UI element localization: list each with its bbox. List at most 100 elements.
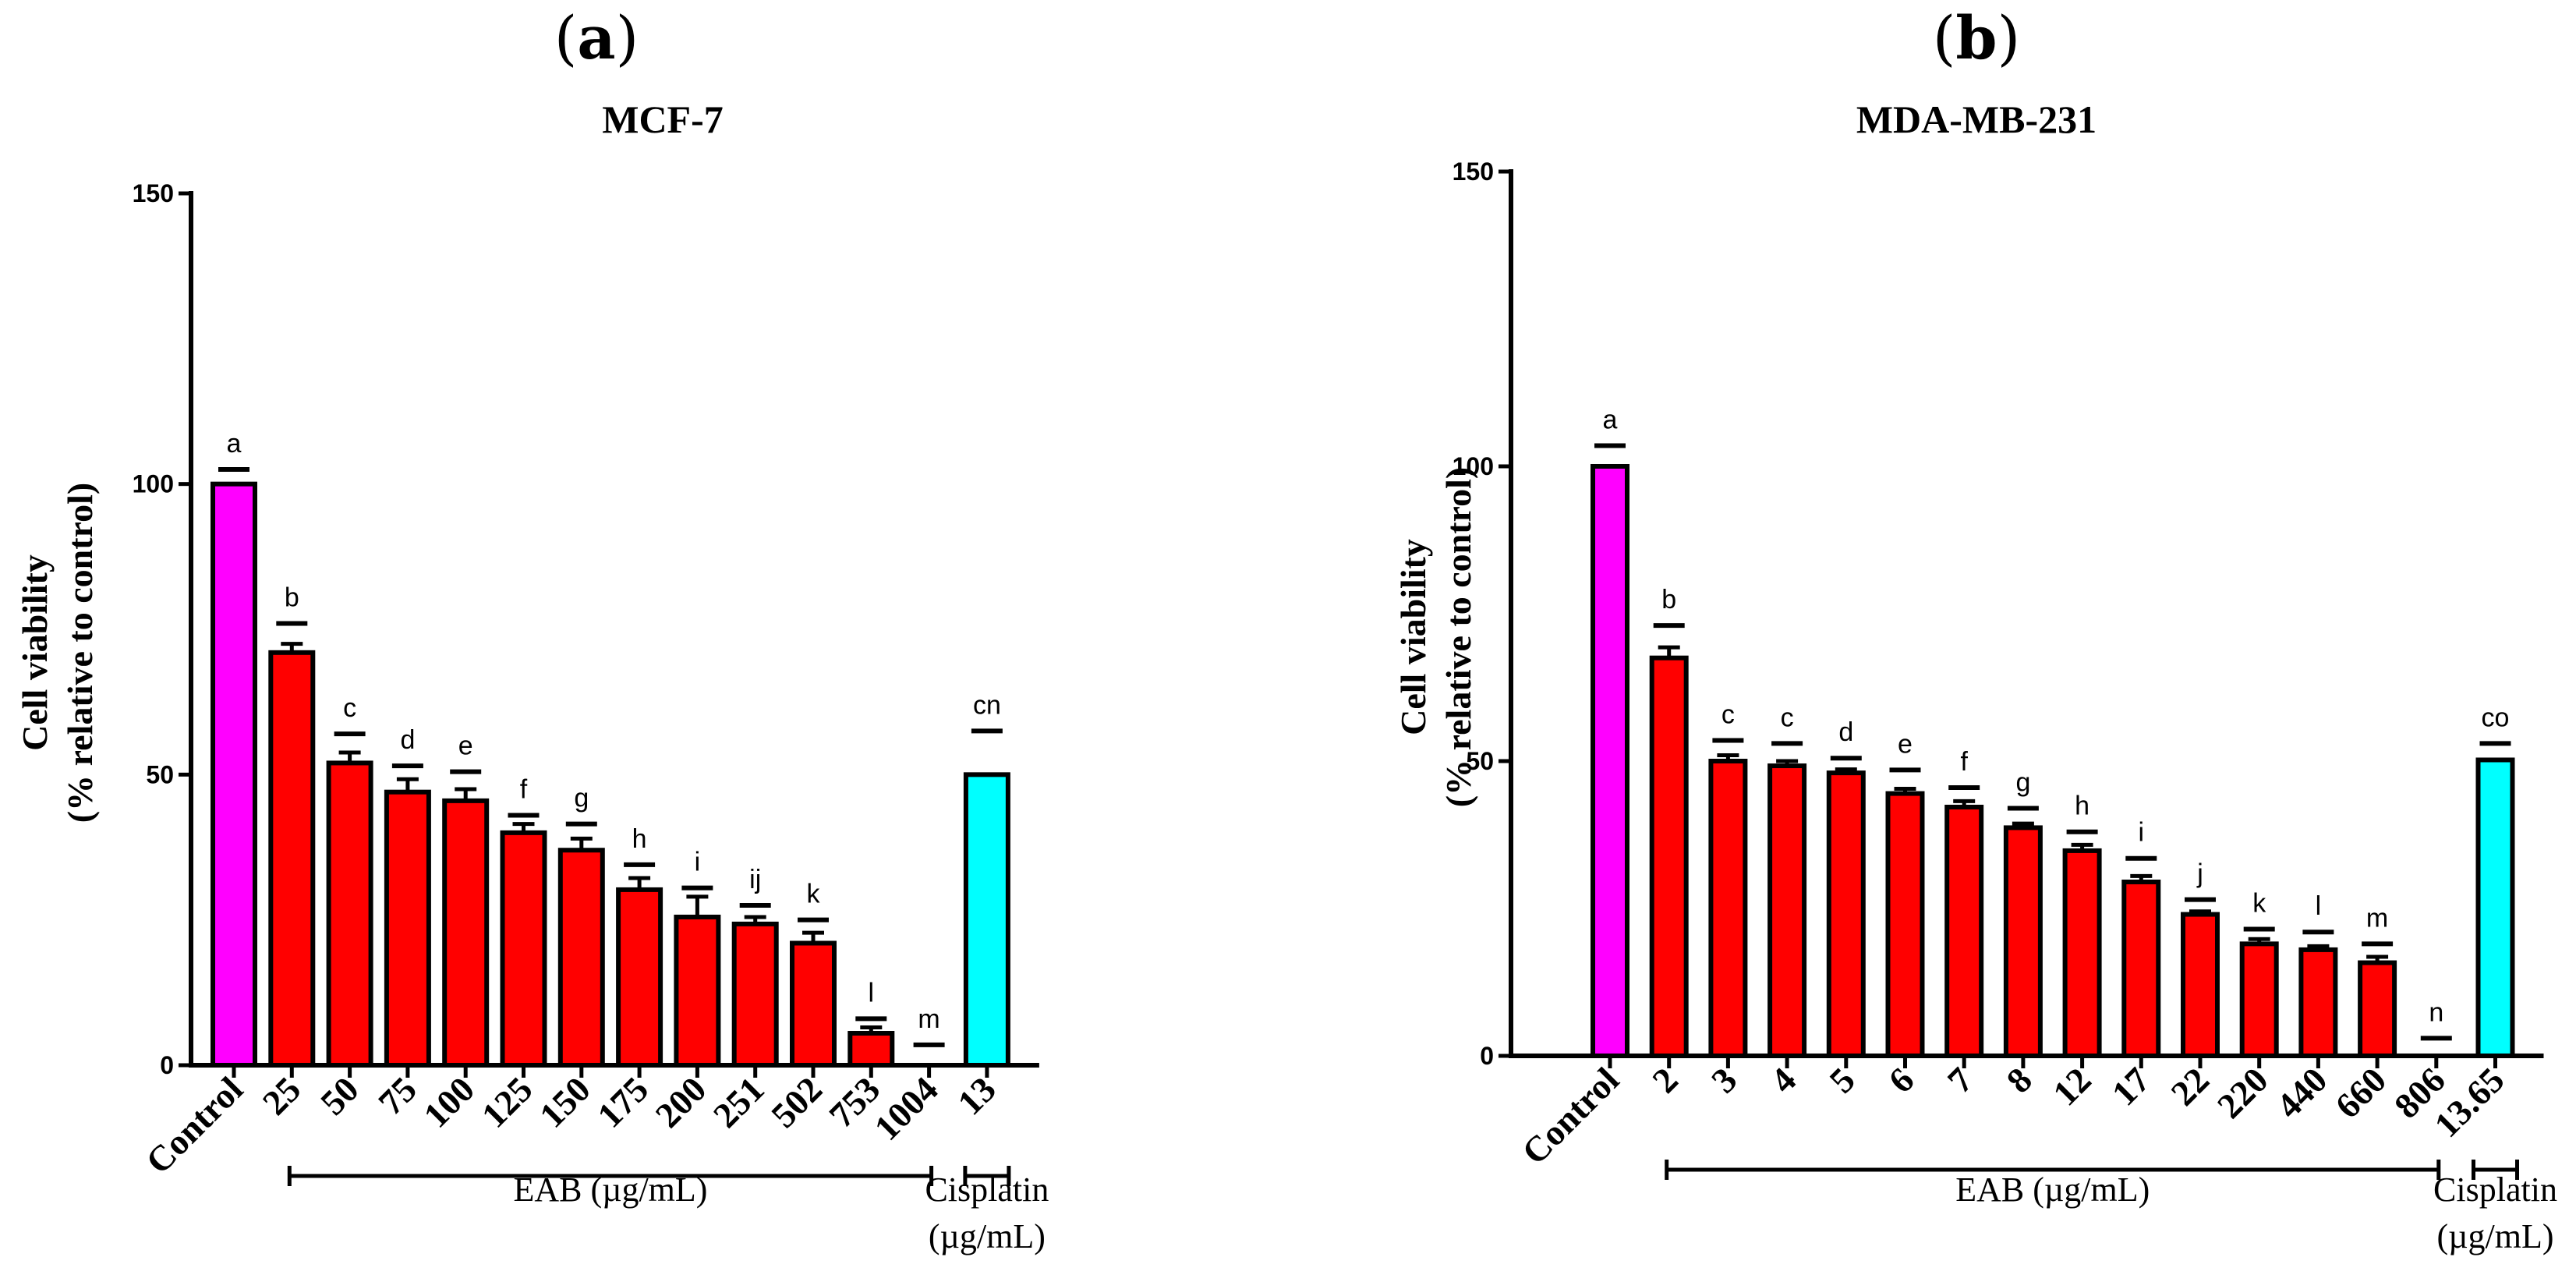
significance-letter: co (2482, 703, 2510, 732)
y-axis-label-line1: Cell viability (1393, 539, 1433, 735)
cisplatin-group-label-line1: Cisplatin (925, 1170, 1049, 1209)
significance-letter: a (227, 429, 242, 459)
significance-letter: ij (749, 865, 761, 894)
bar-eab (1885, 791, 1925, 1059)
bar-control (211, 481, 257, 1068)
x-tick-label: 5 (1822, 1060, 1863, 1100)
significance-letter: m (2366, 903, 2388, 933)
x-tick-label: Control (1514, 1060, 1626, 1172)
bar-eab (442, 798, 490, 1068)
chart-title: MCF-7 (602, 97, 724, 141)
x-tick-label: 25 (255, 1069, 309, 1123)
x-tick-label: 660 (2327, 1060, 2394, 1126)
bar-eab (1708, 759, 1748, 1058)
significance-letter: c (1721, 700, 1735, 730)
significance-letter: g (574, 784, 589, 813)
bar-control (1591, 464, 1629, 1058)
bar-eab (500, 830, 547, 1068)
x-tick-label: 13 (950, 1069, 1003, 1123)
y-tick-label: 50 (1466, 747, 1494, 775)
x-tick-label: 12 (2045, 1060, 2099, 1114)
x-tick-label: 50 (313, 1069, 366, 1123)
x-tick-label: 150 (532, 1069, 598, 1135)
bar-cisplatin (2475, 757, 2515, 1058)
significance-letter: k (807, 880, 821, 909)
x-tick-label: 220 (2210, 1060, 2276, 1126)
x-tick-label: 200 (648, 1069, 714, 1135)
significance-letter: g (2015, 767, 2030, 797)
x-tick-label: 2 (1644, 1060, 1685, 1100)
significance-letter: b (1661, 585, 1676, 614)
panel-paren-close: ) (1997, 3, 2021, 73)
x-tick-label: 13.65 (2426, 1060, 2511, 1145)
bar-eab (731, 921, 779, 1068)
bar-eab (1826, 770, 1866, 1058)
bar-eab (1767, 763, 1807, 1058)
x-tick-label: 100 (416, 1069, 482, 1135)
significance-letter: j (2196, 859, 2203, 889)
x-tick-label: 251 (706, 1069, 772, 1135)
x-tick-label: 8 (1999, 1060, 2040, 1100)
significance-letter: d (400, 725, 415, 755)
bar-eab (847, 1031, 895, 1068)
x-tick-label: Control (138, 1069, 250, 1181)
y-tick-label: 0 (1480, 1042, 1494, 1070)
panel-letter-text: b (1955, 3, 1997, 73)
eab-group-label: EAB (µg/mL) (1955, 1170, 2150, 1209)
x-tick-label: 3 (1704, 1060, 1744, 1100)
bar-eab (557, 848, 605, 1068)
bar-eab (2239, 941, 2279, 1058)
y-tick-label: 100 (1453, 452, 1494, 480)
significance-letter: n (2429, 997, 2443, 1027)
panel-label: (b) (1933, 3, 2020, 73)
significance-letter: h (2075, 792, 2089, 821)
bar-eab (674, 914, 721, 1068)
significance-letter: b (285, 583, 299, 613)
panel-letter-text: a (577, 3, 615, 73)
significance-letter: l (869, 978, 875, 1008)
bar-eab (326, 760, 373, 1068)
panel-label: (a) (554, 3, 639, 73)
x-tick-label: 175 (589, 1069, 656, 1135)
significance-letter: f (1960, 747, 1968, 777)
bar-eab (384, 789, 431, 1068)
x-tick-label: 4 (1763, 1060, 1803, 1100)
y-tick-label: 50 (146, 760, 174, 788)
bar-eab (1944, 804, 1984, 1059)
bar-cisplatin (963, 772, 1010, 1068)
bar-eab (2298, 947, 2338, 1059)
significance-letter: c (1781, 703, 1794, 732)
bar-eab (2121, 879, 2161, 1058)
x-tick-label: 6 (1881, 1060, 1921, 1100)
significance-letter: d (1838, 717, 1853, 747)
x-tick-label: 1004 (867, 1069, 946, 1148)
significance-letter: i (695, 848, 701, 877)
significance-letter: c (343, 693, 356, 723)
significance-letter: cn (973, 690, 1001, 720)
bar-eab (2062, 848, 2102, 1058)
cisplatin-group-label-line2: (µg/mL) (929, 1217, 1046, 1255)
bar-eab (790, 940, 837, 1068)
x-tick-label: 7 (1940, 1060, 1980, 1100)
eab-group-label: EAB (µg/mL) (513, 1170, 707, 1209)
cisplatin-group-label-line1: Cisplatin (2433, 1170, 2557, 1209)
x-tick-label: 17 (2104, 1060, 2158, 1114)
panel-paren-close: ) (616, 3, 639, 73)
significance-letter: h (632, 824, 647, 854)
x-tick-label: 502 (763, 1069, 830, 1135)
y-tick-label: 150 (1453, 158, 1494, 186)
cisplatin-group-label-line2: (µg/mL) (2437, 1217, 2554, 1255)
bar-eab (1649, 655, 1689, 1058)
bar-eab (2003, 825, 2043, 1058)
x-tick-label: 125 (474, 1069, 540, 1135)
bar-eab (2181, 912, 2220, 1059)
y-tick-label: 0 (160, 1051, 174, 1079)
y-tick-label: 100 (133, 470, 174, 498)
significance-letter: e (1898, 729, 1913, 759)
significance-letter: f (520, 775, 528, 805)
significance-letter: a (1603, 405, 1618, 435)
significance-letter: l (2316, 891, 2322, 921)
